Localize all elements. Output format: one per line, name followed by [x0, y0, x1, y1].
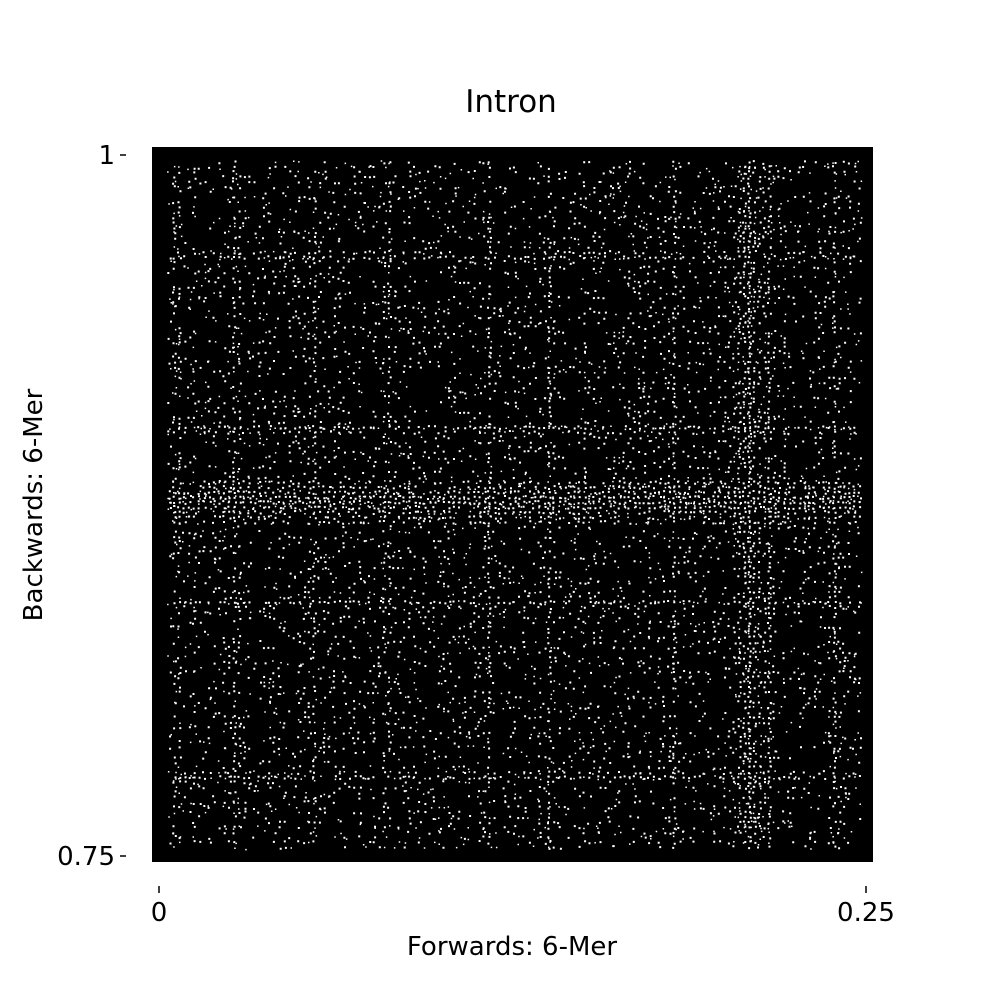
plot-area: [152, 147, 873, 862]
x-tick-label: 0: [151, 898, 168, 928]
x-tick-label: 0.25: [837, 898, 895, 928]
x-axis: 0 0.25: [151, 886, 895, 928]
y-axis-label: Backwards: 6-Mer: [19, 388, 49, 621]
y-tick-label: 0.75: [57, 842, 115, 872]
y-axis: 0.75 1: [57, 141, 126, 872]
y-tick-label: 1: [98, 141, 115, 171]
chart-title: Intron: [465, 84, 557, 120]
x-axis-label: Forwards: 6-Mer: [407, 932, 617, 962]
